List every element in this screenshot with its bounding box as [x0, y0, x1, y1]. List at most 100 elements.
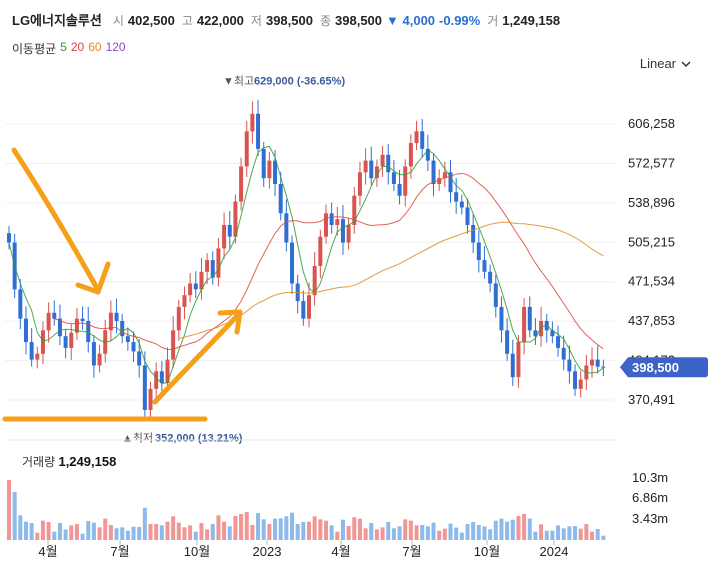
volume-bar	[29, 523, 34, 540]
candle-body	[273, 160, 278, 185]
candle-body	[414, 131, 419, 144]
time-tick-label: 2023	[253, 544, 282, 559]
ma-line-60	[178, 221, 604, 339]
candle-body	[176, 306, 181, 331]
moving-average-legend[interactable]: 이동평균 5 20 60 120	[12, 40, 126, 57]
candle-body	[567, 359, 572, 372]
volume-bar	[40, 520, 45, 540]
close-label: 종	[319, 14, 332, 28]
volume-bar	[114, 528, 119, 540]
open-price: 402,500	[127, 13, 175, 28]
stock-name: LG에너지솔루션	[12, 13, 102, 28]
volume-bar	[488, 529, 493, 540]
candle-body	[131, 342, 136, 352]
volume-bar	[567, 526, 572, 540]
candle-body	[363, 160, 368, 173]
volume-bar	[431, 522, 436, 540]
candle-body	[482, 260, 487, 272]
volume-bar	[578, 528, 583, 540]
price-tick-label: 572,577	[628, 155, 675, 170]
volume-bar	[346, 526, 351, 540]
candle-body	[437, 178, 442, 185]
high-label: 고	[181, 14, 193, 28]
volume-axis: 10.3m 6.86m 3.43m	[632, 470, 668, 526]
volume-tick-label: 6.86m	[632, 490, 668, 505]
candle-body	[318, 236, 323, 266]
candle-body	[120, 320, 125, 337]
candle-body	[267, 160, 272, 179]
volume-bar	[482, 526, 487, 540]
candle-body	[601, 366, 606, 368]
scale-dropdown[interactable]: Linear	[640, 56, 692, 71]
volume-bar	[323, 520, 328, 540]
candle-body	[550, 330, 555, 337]
volume-bar	[522, 514, 527, 540]
volume-bar	[176, 522, 181, 540]
volume-bar	[222, 521, 227, 540]
price-tick-label: 370,491	[628, 392, 675, 407]
volume-bar	[154, 524, 159, 540]
volume-bar	[386, 522, 391, 540]
candle-body	[137, 351, 142, 366]
volume-bar	[63, 529, 68, 540]
candle-body	[233, 201, 238, 237]
volume-bar	[318, 519, 323, 540]
volume-bar	[35, 532, 40, 540]
candle-body	[290, 242, 295, 284]
candle-body	[397, 184, 402, 196]
candle-body	[448, 172, 453, 193]
volume-bar	[590, 531, 595, 540]
current-price-value: 398,500	[632, 360, 679, 375]
stroke-arrow-up-line	[152, 312, 241, 405]
volume-bar	[544, 530, 549, 540]
volume-bar	[437, 530, 442, 540]
volume-bar	[267, 524, 272, 540]
volume-bar	[357, 518, 362, 540]
ma-60: 60	[88, 40, 102, 54]
candle-body	[80, 318, 85, 321]
volume-bar	[261, 519, 266, 540]
open-label: 시	[112, 14, 124, 28]
volume-bar	[601, 535, 606, 540]
volume-bar	[239, 514, 244, 540]
volume-bar	[403, 519, 408, 540]
volume-bar	[397, 526, 402, 540]
candle-body	[154, 371, 159, 389]
volume-bar	[465, 524, 470, 540]
candle-body	[403, 166, 408, 196]
moving-average-lines	[8, 145, 604, 385]
volume-bar	[414, 525, 419, 540]
volume-total: 1,249,158	[58, 454, 117, 469]
candle-body	[442, 172, 447, 179]
volume-bar	[295, 524, 300, 540]
volume-bar	[193, 531, 198, 540]
candle-body	[301, 301, 306, 319]
volume-bar	[210, 524, 215, 540]
volume-bar	[573, 526, 578, 540]
volume-bar	[86, 521, 91, 540]
candle-body	[493, 283, 498, 307]
current-price-badge	[620, 357, 708, 378]
volume-bar	[131, 526, 136, 540]
candle-body	[323, 213, 328, 237]
candle-body	[561, 347, 566, 360]
candle-body	[193, 283, 198, 290]
volume-bar	[57, 523, 62, 540]
volume-bars	[5, 439, 615, 540]
candle-body	[250, 113, 255, 132]
price-tick-label: 471,534	[628, 274, 675, 289]
time-tick-label: 7월	[110, 544, 129, 559]
volume-bar	[148, 524, 153, 540]
volume-bar	[340, 519, 345, 540]
volume-bar	[205, 529, 210, 540]
candle-body	[7, 233, 11, 243]
candle-body	[578, 379, 583, 389]
volume-bar	[556, 525, 561, 540]
candle-body	[431, 160, 436, 185]
candle-body	[261, 148, 266, 179]
time-tick-label: 4월	[38, 544, 57, 559]
candle-body	[352, 195, 357, 225]
volume-bar	[284, 516, 289, 540]
volume-bar	[216, 515, 221, 540]
